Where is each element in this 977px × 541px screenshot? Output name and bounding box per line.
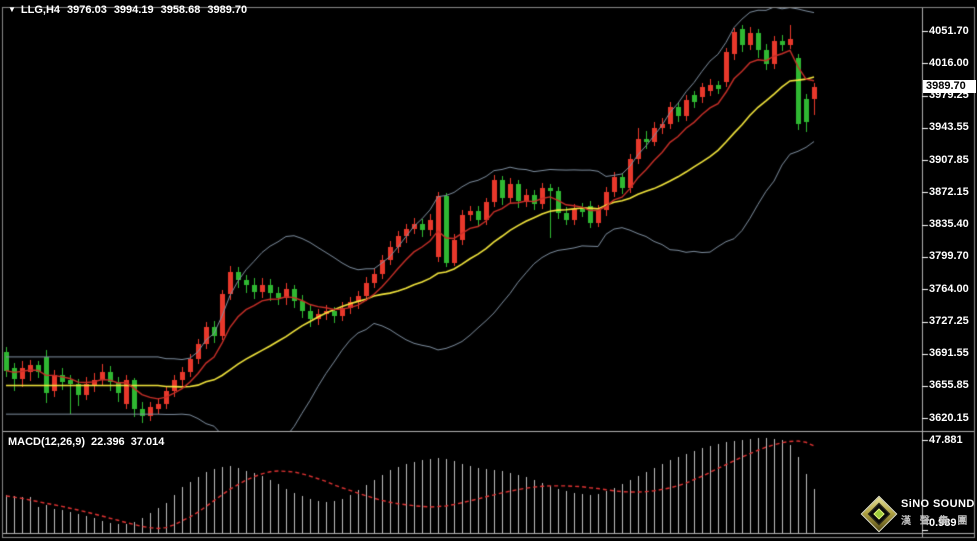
low-value: 3958.68 [160,4,201,16]
symbol-name: LLG,H4 [20,4,61,16]
symbol-dropdown-icon[interactable]: ▼ [8,5,16,14]
diamond-gem-icon [860,495,898,533]
price-axis-label: 3655.85 [929,379,969,392]
macd-value: 22.396 [91,436,125,448]
symbol-ohlc-header: ▼ LLG,H4 3976.03 3994.19 3958.68 3989.70 [8,3,247,17]
price-axis-label: 4051.70 [929,24,969,37]
macd-axis-max-label: 47.881 [929,434,963,446]
price-axis-label: 3799.70 [929,250,969,263]
macd-name: MACD(12,26,9) [8,436,86,448]
price-axis-label: 3691.55 [929,347,969,360]
price-axis-label: 3727.25 [929,315,969,328]
macd-axis-min-label: 0.989 [929,517,957,529]
current-price-tag: 3989.70 [923,80,976,93]
price-axis-label: 3620.15 [929,411,969,424]
price-axis-label: 3872.15 [929,185,969,198]
macd-indicator-label: MACD(12,26,9) 22.396 37.014 [8,436,164,449]
price-axis-label: 3764.00 [929,282,969,295]
logo-brand-name-chinese: 漢 聲 集 團 [901,516,971,527]
broker-logo: SiNO SOUND 漢 聲 集 團 [858,494,976,534]
price-axis-label: 4016.00 [929,56,969,69]
price-axis-label: 3943.55 [929,121,969,134]
price-axis-label: 3907.85 [929,153,969,166]
open-value: 3976.03 [67,4,107,16]
logo-brand-name: SiNO SOUND [901,498,975,510]
price-axis-label: 3835.40 [929,218,969,231]
macd-signal-value: 37.014 [130,436,165,448]
close-value: 3989.70 [207,4,248,16]
high-value: 3994.19 [113,4,154,16]
